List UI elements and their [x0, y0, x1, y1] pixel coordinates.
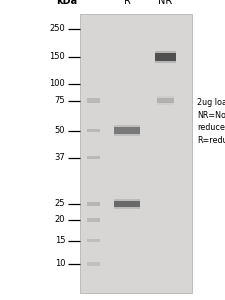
Text: 15: 15: [55, 236, 65, 245]
Bar: [114, 125, 140, 136]
Bar: [87, 128, 99, 132]
Bar: [87, 98, 99, 103]
Text: 150: 150: [50, 52, 65, 62]
Bar: [114, 201, 140, 207]
Text: 75: 75: [55, 96, 65, 105]
Text: 250: 250: [50, 24, 65, 33]
Bar: [80, 14, 192, 292]
Bar: [157, 98, 174, 103]
Bar: [87, 262, 99, 266]
Bar: [157, 96, 174, 105]
Text: 100: 100: [50, 80, 65, 88]
Text: 20: 20: [55, 215, 65, 224]
Bar: [155, 53, 176, 61]
Bar: [114, 199, 140, 209]
Text: 2ug loading
NR=Non-
reduced
R=reduced: 2ug loading NR=Non- reduced R=reduced: [197, 98, 225, 145]
Text: 50: 50: [55, 126, 65, 135]
Text: 10: 10: [55, 260, 65, 268]
Text: 25: 25: [55, 200, 65, 208]
Text: NR: NR: [158, 0, 173, 6]
Bar: [155, 51, 176, 63]
Bar: [87, 218, 99, 221]
Bar: [87, 202, 99, 206]
Text: kDa: kDa: [56, 0, 77, 6]
Bar: [87, 239, 99, 242]
Text: R: R: [124, 0, 130, 6]
Bar: [87, 155, 99, 160]
Text: 37: 37: [54, 153, 65, 162]
Bar: [114, 127, 140, 134]
